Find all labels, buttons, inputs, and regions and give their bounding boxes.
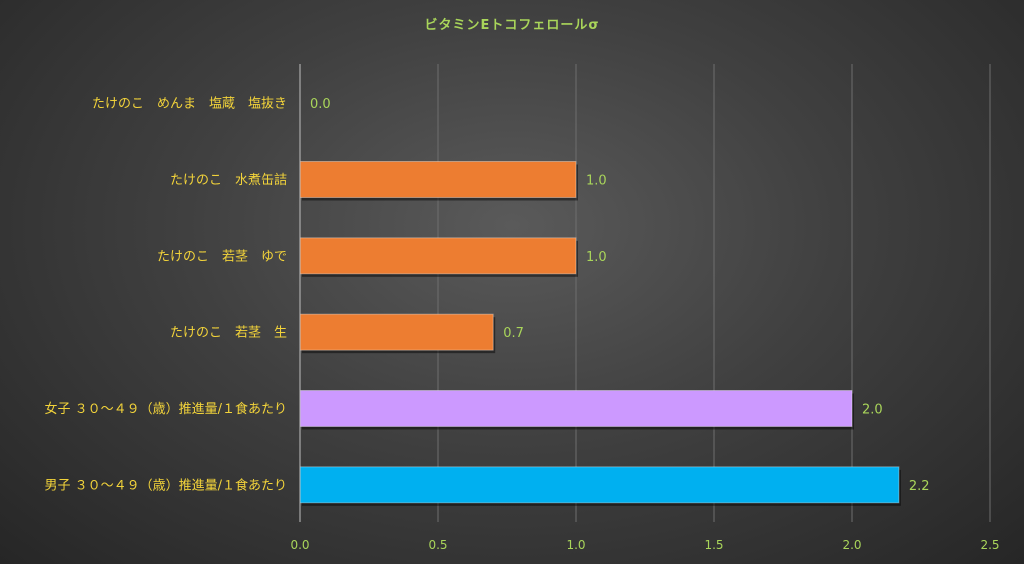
x-tick-label: 0.5 bbox=[428, 538, 447, 552]
x-tick-label: 2.0 bbox=[842, 538, 861, 552]
gridlines bbox=[437, 64, 991, 522]
category-label: たけのこ めんま 塩蔵 塩抜き bbox=[92, 96, 287, 112]
category-label: たけのこ 若茎 生 bbox=[170, 325, 287, 341]
x-tick-label: 1.0 bbox=[566, 538, 585, 552]
category-label: たけのこ 若茎 ゆで bbox=[157, 248, 287, 264]
category-label: 女子 ３０～４９（歳）推進量/１食あたり bbox=[44, 401, 287, 417]
category-label: 男子 ３０～４９（歳）推進量/１食あたり bbox=[44, 477, 287, 493]
labels: 0.0 0.5 1.0 1.5 2.0 2.5 たけのこ めんま 塩蔵 塩抜き 0.0 たけのこ… bbox=[44, 96, 999, 552]
data-label: 2.0 bbox=[862, 403, 883, 418]
category-label: たけのこ 水煮缶詰 bbox=[170, 172, 287, 188]
bar bbox=[299, 466, 900, 504]
bar bbox=[299, 390, 853, 427]
data-label: 1.0 bbox=[586, 174, 607, 189]
data-label: 0.7 bbox=[503, 326, 524, 341]
bar bbox=[299, 161, 577, 198]
bars bbox=[299, 161, 901, 506]
x-tick-label: 0.0 bbox=[290, 538, 309, 552]
chart-title: ビタミンEトコフェロールσ bbox=[424, 18, 600, 33]
x-tick-label: 2.5 bbox=[980, 538, 999, 552]
x-tick-label: 1.5 bbox=[704, 538, 723, 552]
bar bbox=[299, 313, 494, 351]
data-label: 0.0 bbox=[310, 97, 331, 112]
bar bbox=[299, 237, 577, 275]
data-label: 2.2 bbox=[909, 479, 930, 494]
data-label: 1.0 bbox=[586, 250, 607, 265]
